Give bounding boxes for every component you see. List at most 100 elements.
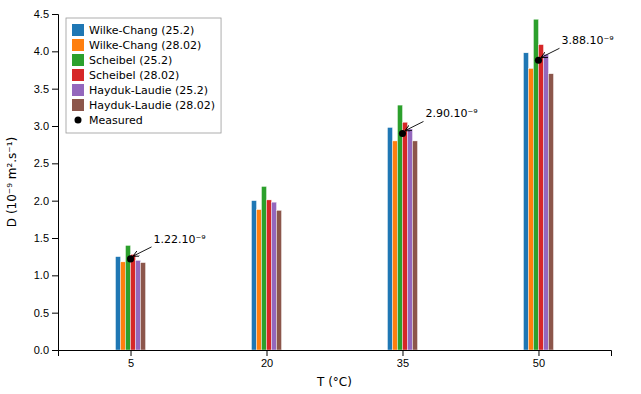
y-axis-line <box>52 15 59 351</box>
legend-swatch <box>72 84 84 96</box>
point <box>399 130 406 137</box>
bar <box>121 262 126 350</box>
annotation-arrow <box>405 121 423 130</box>
y-axis-tick-label: 2.5 <box>34 157 49 169</box>
bar <box>402 122 407 350</box>
y-axis-tick: 3.5 <box>34 83 58 95</box>
bar <box>407 129 412 350</box>
bar <box>252 201 257 350</box>
y-axis-tick-label: 4.5 <box>34 8 49 20</box>
legend-swatch <box>72 69 84 81</box>
x-axis-tick-mark <box>402 350 403 356</box>
x-axis-tick-mark <box>131 350 132 356</box>
x-axis-tick: 50 <box>533 350 545 369</box>
legend-swatch <box>72 39 84 51</box>
y-axis-tick: 0.5 <box>34 307 58 319</box>
y-axis-tick-label: 1.5 <box>34 232 49 244</box>
legend-swatch <box>72 99 84 111</box>
plot: 5 20 35 50 0.0 0.5 1.0 1.5 2.0 2.5 3.0 3.5 4.0 4.5 T (… <box>5 8 614 389</box>
legend-symbol <box>75 117 82 124</box>
annotation-arrow <box>134 247 152 256</box>
y-axis-tick-mark <box>52 51 58 52</box>
legend-item: Hayduk-Laudie (28.02) <box>72 99 215 112</box>
x-axis: 5 20 35 50 <box>59 350 612 369</box>
bar <box>543 54 548 350</box>
bar <box>272 202 277 350</box>
x-axis-tick-label: 5 <box>128 357 134 369</box>
y-axis-tick: 0.0 <box>34 344 58 356</box>
legend-label: Wilke-Chang (28.02) <box>89 39 201 52</box>
point <box>535 57 542 64</box>
y-axis-tick: 4.5 <box>34 8 58 20</box>
y-axis: 0.0 0.5 1.0 1.5 2.0 2.5 3.0 3.5 4.0 4.5 <box>34 8 59 356</box>
y-axis-tick-label: 3.0 <box>34 120 49 132</box>
x-axis-tick: 20 <box>261 350 273 369</box>
bar <box>392 141 397 350</box>
y-axis-tick-label: 0.0 <box>34 344 49 356</box>
legend-label: Hayduk-Laudie (25.2) <box>89 84 208 97</box>
point <box>127 255 134 262</box>
legend-label: Hayduk-Laudie (28.02) <box>89 99 215 112</box>
bar <box>262 186 267 350</box>
bar <box>523 53 528 350</box>
legend-label: Scheibel (25.2) <box>89 54 172 67</box>
y-axis-tick-mark <box>52 201 58 202</box>
x-axis-tick-label: 50 <box>533 357 545 369</box>
x-axis-tick-label: 20 <box>261 357 273 369</box>
bar <box>538 45 543 350</box>
legend-label: Scheibel (28.02) <box>89 69 179 82</box>
bar <box>412 141 417 350</box>
y-axis-tick-mark <box>52 14 58 15</box>
bar <box>141 263 146 350</box>
y-axis-tick-mark <box>52 275 58 276</box>
legend-item: Hayduk-Laudie (25.2) <box>72 84 208 97</box>
legend-label: Measured <box>89 114 143 127</box>
x-axis-title: T (°C) <box>316 375 352 389</box>
bar <box>548 74 553 350</box>
y-axis-tick: 3.0 <box>34 120 58 132</box>
bar <box>136 260 141 350</box>
y-axis-tick-mark <box>52 126 58 127</box>
annotation: 3.88.10⁻⁹ <box>561 34 613 47</box>
y-axis-title: D (10⁻⁹ m².s⁻¹) <box>5 137 19 227</box>
x-axis-line <box>59 351 612 357</box>
y-axis-tick: 1.5 <box>34 232 58 244</box>
bar <box>277 210 282 350</box>
y-axis-tick: 1.0 <box>34 269 58 281</box>
bar <box>528 69 533 350</box>
y-axis-tick-label: 1.0 <box>34 269 49 281</box>
y-axis-tick-mark <box>52 163 58 164</box>
x-axis-tick-mark <box>538 350 539 356</box>
y-axis-tick-mark <box>52 313 58 314</box>
y-axis-tick-label: 4.0 <box>34 45 49 57</box>
legend-item: Measured <box>75 114 143 127</box>
y-axis-tick-label: 2.0 <box>34 195 49 207</box>
chart: 5 20 35 50 0.0 0.5 1.0 1.5 2.0 2.5 3.0 3.5 4.0 4.5 T (… <box>0 0 641 394</box>
bar <box>267 200 272 350</box>
bar <box>533 19 538 350</box>
bar <box>397 105 402 350</box>
x-axis-tick: 35 <box>397 350 409 369</box>
y-axis-tick: 4.0 <box>34 45 58 57</box>
x-axis-tick-mark <box>267 350 268 356</box>
legend-item: Wilke-Chang (25.2) <box>72 24 194 37</box>
y-axis-tick-mark <box>52 350 58 351</box>
legend-swatch <box>72 54 84 66</box>
legend-item: Wilke-Chang (28.02) <box>72 39 201 52</box>
y-axis-tick: 2.0 <box>34 195 58 207</box>
y-axis-tick-mark <box>52 89 58 90</box>
legend-item: Scheibel (28.02) <box>72 69 179 82</box>
bar <box>116 257 121 350</box>
legend: Wilke-Chang (25.2) Wilke-Chang (28.02) Sch… <box>66 18 221 133</box>
bar <box>257 210 262 350</box>
y-axis-tick: 2.5 <box>34 157 58 169</box>
y-axis-tick-mark <box>52 238 58 239</box>
legend-label: Wilke-Chang (25.2) <box>89 24 194 37</box>
y-axis-tick-label: 3.5 <box>34 83 49 95</box>
annotation: 1.22.10⁻⁹ <box>154 233 206 246</box>
x-axis-tick: 5 <box>128 350 134 369</box>
annotation: 2.90.10⁻⁹ <box>425 107 477 120</box>
y-axis-tick-label: 0.5 <box>34 307 49 319</box>
legend-swatch <box>72 24 84 36</box>
bar <box>387 127 392 350</box>
